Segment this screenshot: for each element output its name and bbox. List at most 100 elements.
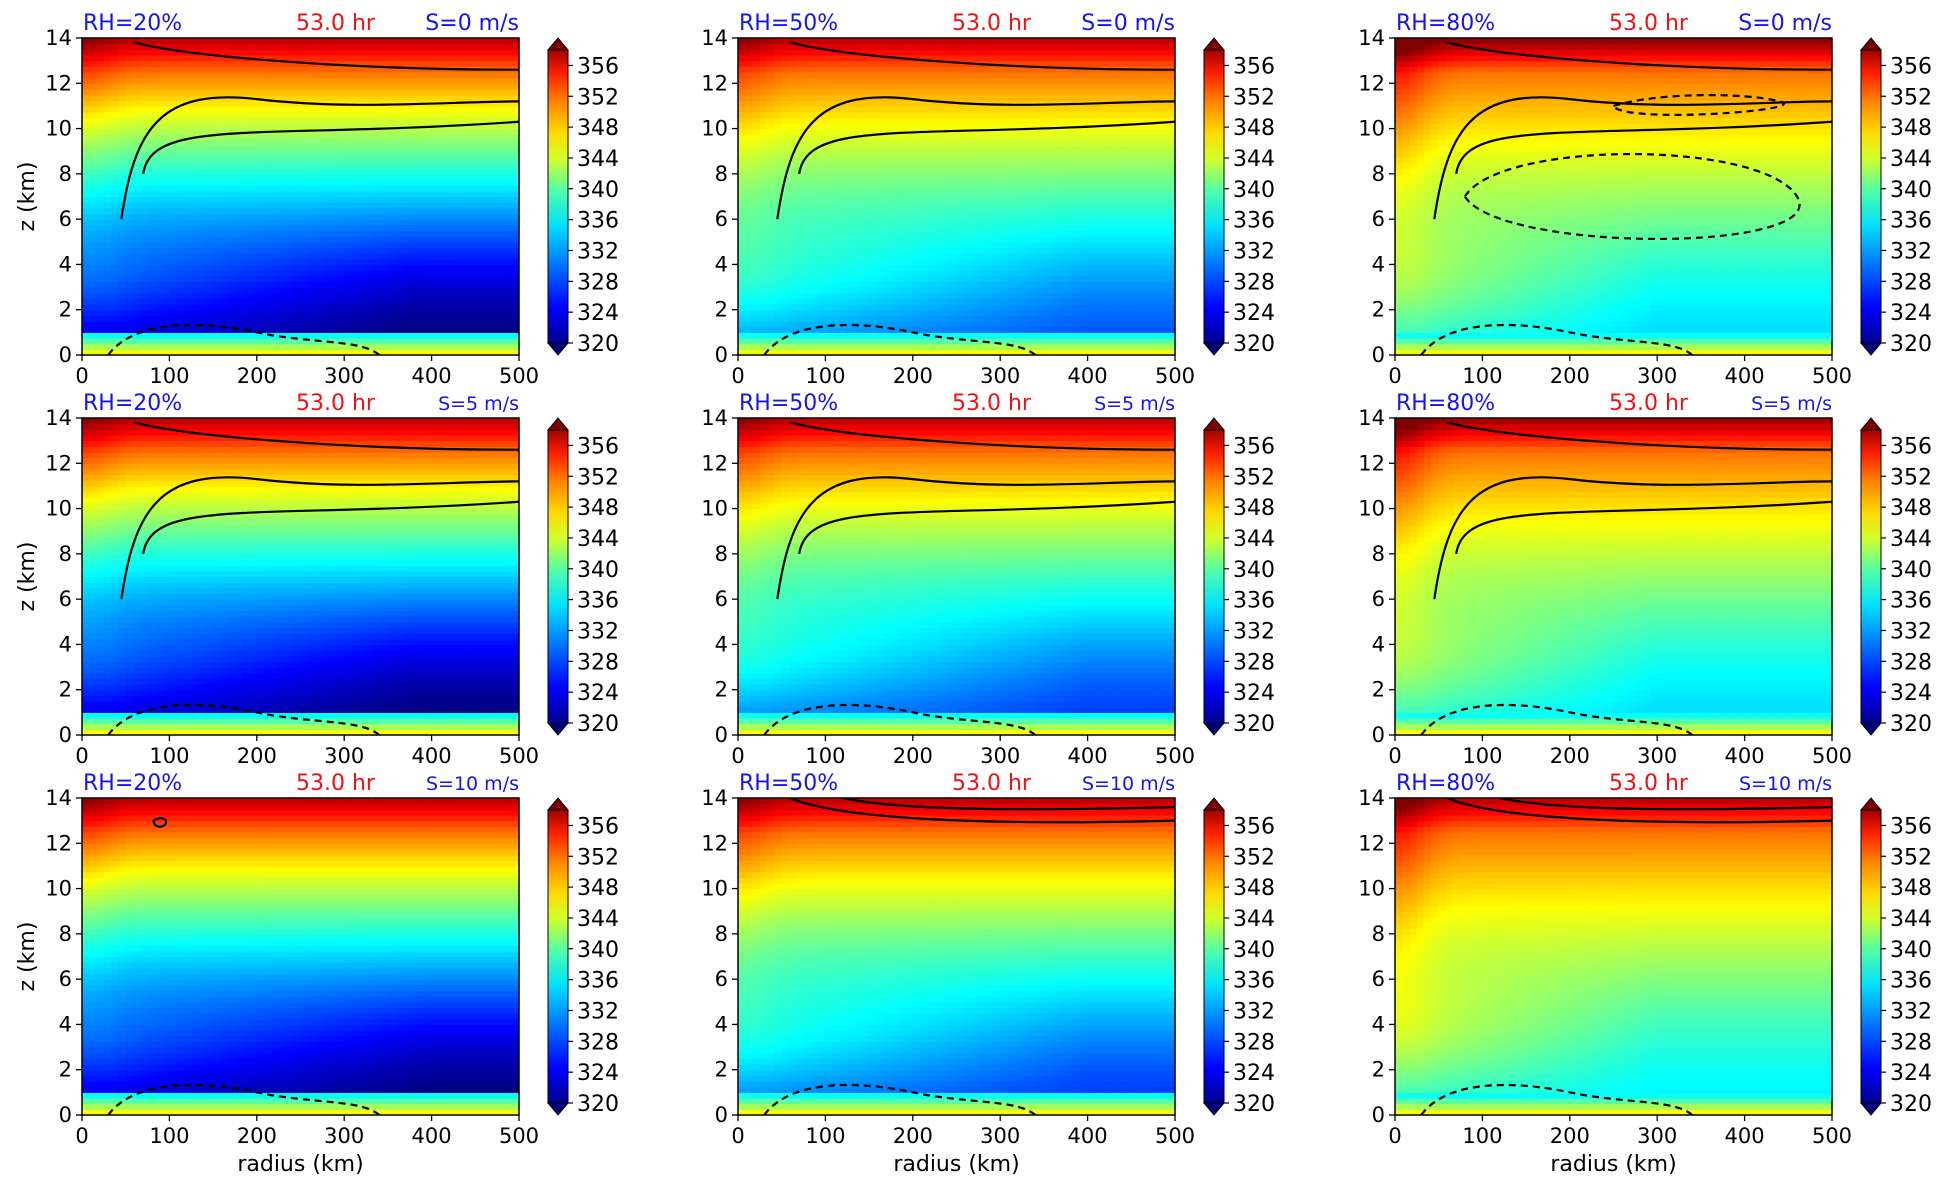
heatmap-cell [336,275,345,283]
heatmap-cell [825,55,834,62]
heatmap-cell [395,145,404,152]
heatmap-cell [256,88,265,96]
heatmap-cell [869,258,877,266]
heatmap-cell [774,275,783,283]
heatmap-cell [417,349,425,355]
heatmap-cell [140,173,149,181]
heatmap-cell [497,77,505,84]
heatmap-cell [315,230,323,237]
heatmap-cell [738,190,746,198]
heatmap-cell [796,287,805,294]
heatmap-cell [869,66,877,73]
heatmap-cell [395,298,404,305]
heatmap-cell [278,111,287,118]
heatmap-cell [759,83,768,90]
heatmap-cell [883,213,892,220]
heatmap-cell [803,292,812,299]
heatmap-cell [205,179,214,186]
heatmap-cell [133,230,141,237]
heatmap-cell [380,38,389,45]
heatmap-cell [847,270,856,277]
heatmap-cell [861,247,870,254]
heatmap-cell [307,168,316,175]
heatmap-cell [927,292,936,299]
heatmap-cell [82,281,90,288]
heatmap-cell [329,156,338,164]
heatmap-cell [789,88,797,96]
heatmap-cell [184,43,192,50]
heatmap-cell [876,117,885,124]
heatmap-cell [460,321,469,328]
heatmap-cell [111,94,119,101]
heatmap-cell [409,219,418,226]
heatmap-cell [242,88,251,96]
heatmap-cell [818,343,826,350]
heatmap-cell [825,230,834,237]
heatmap-cell [876,264,885,271]
heatmap-cell [796,338,805,345]
heatmap-cell [876,332,885,339]
heatmap-cell [111,179,119,186]
heatmap-cell [293,224,302,232]
heatmap-cell [738,338,746,345]
heatmap-cell [315,55,323,62]
heatmap-cell [205,315,214,322]
heatmap-cell [344,270,353,277]
heatmap-cell [927,100,936,107]
heatmap-cell [781,224,790,232]
heatmap-cell [184,253,192,260]
heatmap-cell [861,309,870,316]
heatmap-cell [825,281,834,288]
heatmap-cell [847,117,856,124]
heatmap-cell [840,196,848,203]
heatmap-cell [883,224,892,232]
heatmap-cell [934,162,943,169]
heatmap-cell [504,281,513,288]
heatmap-cell [854,111,863,118]
heatmap-cell [82,315,90,322]
heatmap-cell [424,151,433,158]
heatmap-cell [176,219,185,226]
heatmap-cell [840,72,848,79]
heatmap-cell [738,156,746,164]
heatmap-cell [460,236,469,243]
heatmap-cell [424,219,433,226]
heatmap-cell [402,224,411,232]
heatmap-cell [511,94,519,101]
heatmap-cell [460,94,469,101]
heatmap-cell [424,60,433,67]
heatmap-cell [344,315,353,322]
heatmap-cell [315,275,323,283]
heatmap-cell [118,343,127,350]
heatmap-cell [191,241,200,249]
heatmap-cell [810,253,819,260]
heatmap-cell [344,100,353,107]
heatmap-cell [234,156,243,164]
heatmap-cell [752,236,761,243]
heatmap-cell [169,213,178,220]
heatmap-cell [227,190,236,198]
heatmap-cell [242,139,251,147]
heatmap-cell [125,230,134,237]
heatmap-cell [891,281,899,288]
heatmap-cell [861,122,870,130]
heatmap-cell [825,43,834,50]
heatmap-cell [300,338,309,345]
heatmap-cell [825,309,834,316]
heatmap-cell [125,258,134,266]
heatmap-cell [497,196,505,203]
heatmap-cell [366,156,374,164]
heatmap-cell [96,253,105,260]
heatmap-cell [300,343,309,350]
heatmap-cell [825,332,834,339]
heatmap-cell [118,83,127,90]
heatmap-cell [927,168,936,175]
heatmap-cell [475,321,484,328]
heatmap-cell [409,151,418,158]
heatmap-cell [322,162,331,169]
heatmap-cell [796,173,805,181]
heatmap-cell [424,162,433,169]
heatmap-cell [489,117,498,124]
heatmap-cell [810,338,819,345]
heatmap-cell [409,332,418,339]
